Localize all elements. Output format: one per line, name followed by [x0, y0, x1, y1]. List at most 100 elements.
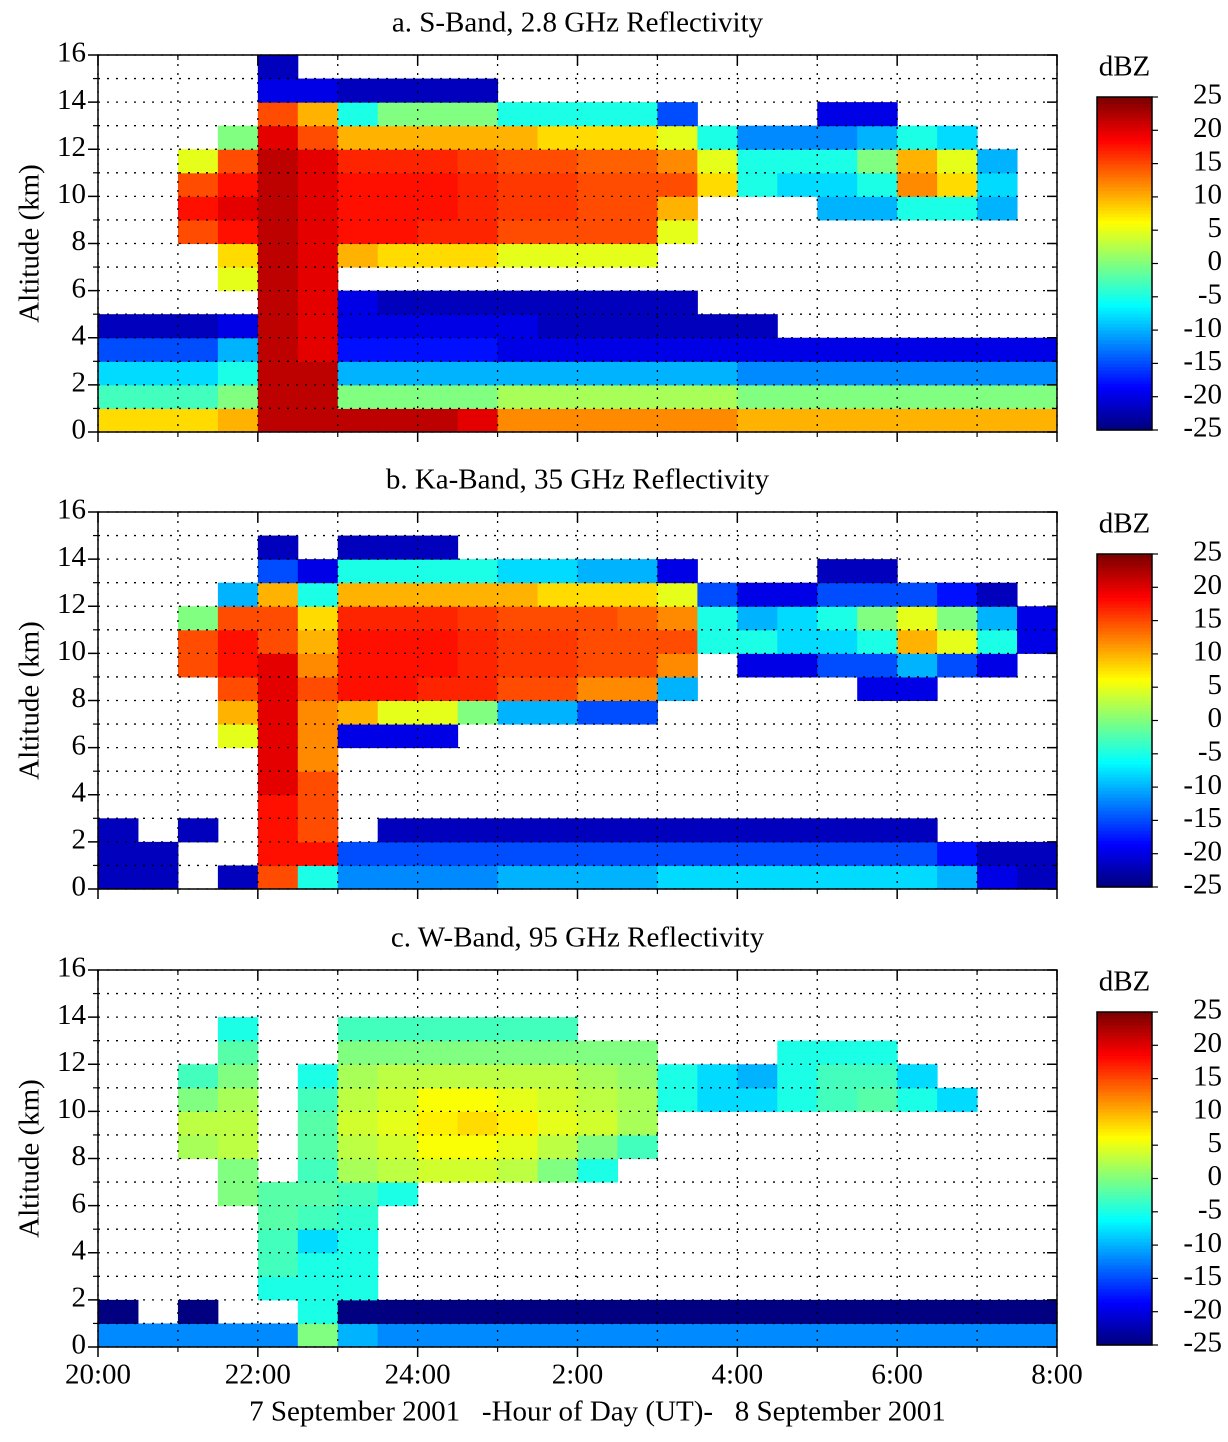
heatmap-cell [257, 818, 299, 843]
colorbar-swatch [1097, 623, 1152, 628]
colorbar-swatch [1097, 697, 1152, 702]
colorbar-swatch [1097, 1141, 1152, 1146]
colorbar-swatch [1097, 1118, 1152, 1123]
heatmap-cell [657, 149, 698, 174]
heatmap-cell [657, 408, 698, 433]
heatmap-cell [297, 1111, 339, 1136]
colorbar-swatch [1097, 680, 1152, 685]
colorbar-swatch [1097, 1328, 1152, 1333]
heatmap-cell [897, 337, 938, 362]
heatmap-cell [737, 172, 778, 197]
heatmap-cell [297, 1205, 339, 1230]
heatmap-cell [537, 559, 578, 584]
heatmap-cell [857, 1323, 898, 1348]
heatmap-cell [657, 219, 698, 244]
heatmap-cell [1017, 629, 1058, 654]
heatmap-cell [457, 676, 499, 701]
heatmap-cell [217, 267, 259, 292]
colorbar-tick-label: -15 [1183, 345, 1222, 377]
colorbar-swatch [1097, 627, 1152, 632]
heatmap-cell [737, 149, 778, 174]
heatmap-cell [737, 408, 778, 433]
heatmap-cell [217, 1064, 259, 1089]
heatmap-cell [937, 125, 978, 150]
x-tick-label: 24:00 [385, 1359, 451, 1391]
heatmap-cell [897, 676, 938, 701]
y-tick-label: 12 [57, 131, 86, 163]
heatmap-cell [98, 384, 139, 409]
heatmap-cell [537, 408, 578, 433]
colorbar-swatch [1097, 1248, 1152, 1253]
heatmap-cell [857, 408, 898, 433]
colorbar-swatch [1097, 206, 1152, 211]
heatmap-cell [217, 1323, 259, 1348]
heatmap-cell [617, 361, 658, 386]
heatmap-cell [257, 1182, 299, 1207]
heatmap-cell [177, 408, 219, 433]
heatmap-cell [417, 700, 459, 725]
colorbar-tick-label: 5 [1208, 1127, 1223, 1159]
colorbar-swatch [1097, 1131, 1152, 1136]
heatmap-cell [217, 865, 259, 890]
heatmap-cell [977, 149, 1018, 174]
colorbar-swatch [1097, 1125, 1152, 1130]
heatmap-cell [297, 102, 339, 127]
heatmap-cell [857, 361, 898, 386]
heatmap-cell [377, 102, 419, 127]
heatmap-cell [777, 841, 818, 866]
colorbar-swatch [1097, 420, 1152, 424]
heatmap-cell [257, 78, 299, 103]
heatmap-cell [817, 408, 858, 433]
heatmap-cell [817, 1087, 858, 1112]
heatmap-cell [1017, 865, 1058, 890]
heatmap-cell [697, 629, 738, 654]
colorbar-swatch [1097, 1271, 1152, 1276]
heatmap-cell [377, 337, 419, 362]
colorbar-swatch [1097, 123, 1152, 128]
heatmap-cell [457, 1323, 499, 1348]
heatmap-cell [977, 1299, 1018, 1324]
colorbar-swatch [1097, 1341, 1152, 1346]
heatmap-cell [417, 841, 459, 866]
heatmap-cell [737, 818, 778, 843]
colorbar-swatch [1097, 1311, 1152, 1316]
colorbar-swatch [1097, 1091, 1152, 1096]
heatmap-cell [697, 606, 738, 631]
heatmap-cell [497, 676, 539, 701]
colorbar-swatch [1097, 1211, 1152, 1216]
heatmap-cell [377, 1111, 419, 1136]
heatmap-cell [977, 841, 1018, 866]
heatmap-cell [617, 172, 658, 197]
heatmap-cell [257, 219, 299, 244]
heatmap-cell [977, 865, 1018, 890]
heatmap-cell [337, 1017, 379, 1042]
colorbar-swatch [1097, 360, 1152, 364]
x-tick-label: 22:00 [225, 1359, 291, 1391]
colorbar-swatch [1097, 1078, 1152, 1083]
heatmap-cell [257, 794, 299, 819]
heatmap-cell [457, 243, 499, 268]
heatmap-cell [497, 172, 539, 197]
colorbar-tick-label: -10 [1183, 1227, 1222, 1259]
colorbar-swatch [1097, 296, 1152, 301]
heatmap-cell [697, 841, 738, 866]
heatmap-cell [377, 361, 419, 386]
colorbar-swatch [1097, 1288, 1152, 1293]
heatmap-cell [337, 408, 379, 433]
heatmap-cell [337, 196, 379, 221]
heatmap-cell [417, 676, 459, 701]
heatmap-cell [617, 1111, 658, 1136]
heatmap-cell [457, 559, 499, 584]
heatmap-cell [417, 290, 459, 315]
colorbar-swatch [1097, 400, 1152, 404]
heatmap-cell [217, 724, 259, 749]
heatmap-cell [857, 1087, 898, 1112]
colorbar-swatch [1097, 1278, 1152, 1283]
heatmap-cell [217, 1158, 259, 1183]
heatmap-cell [337, 1134, 379, 1159]
colorbar-label: dBZ [1099, 966, 1151, 998]
heatmap-cell [497, 314, 539, 339]
heatmap-cell [297, 724, 339, 749]
colorbar-tick-label: -25 [1183, 412, 1222, 444]
heatmap-cell [257, 337, 299, 362]
